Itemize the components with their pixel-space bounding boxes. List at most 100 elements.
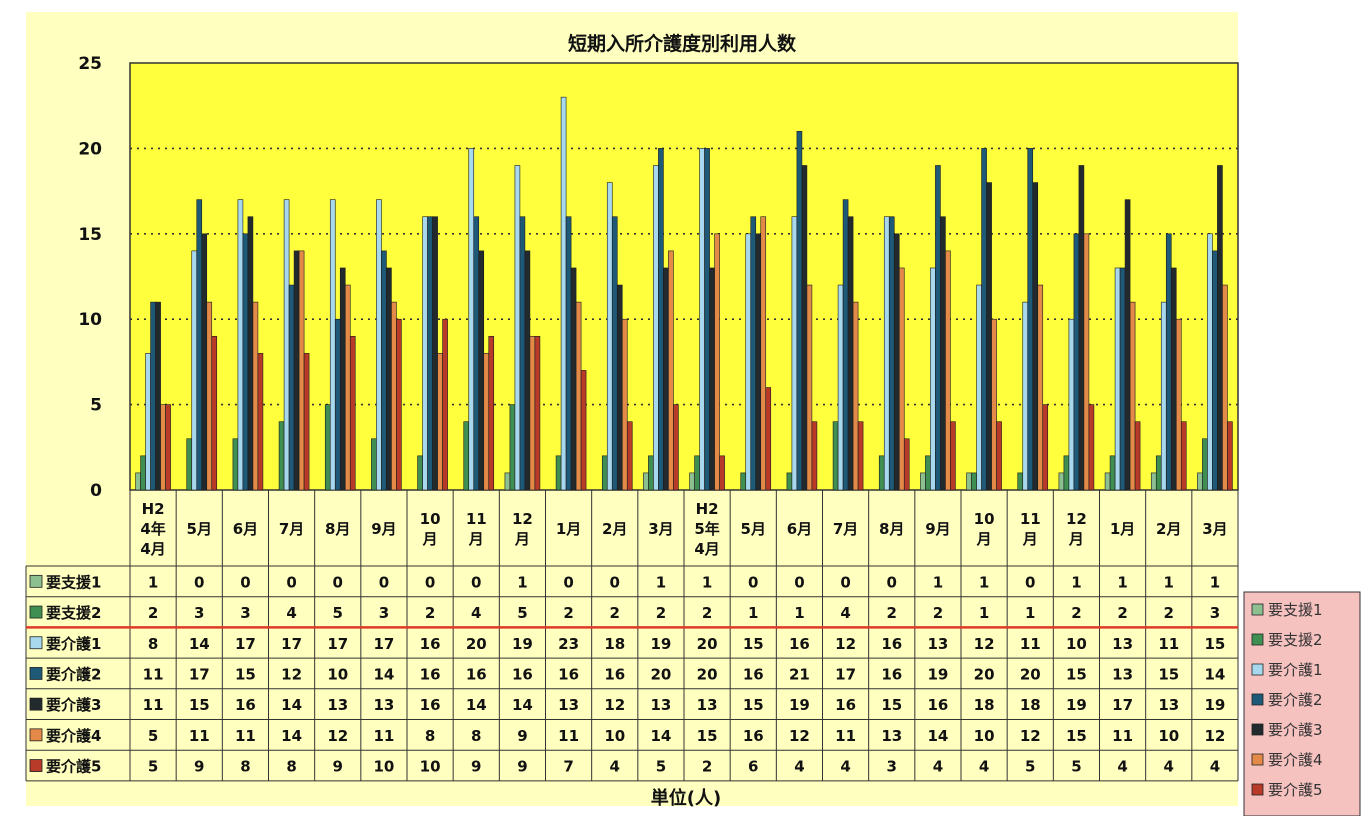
data-label: 5 [148, 758, 158, 776]
bar [601, 455, 608, 491]
y-tick-label: 5 [90, 396, 102, 416]
x-tick-label: 11 [466, 510, 487, 528]
data-label: 16 [881, 635, 902, 653]
bar [1022, 301, 1029, 491]
y-tick-label: 20 [78, 139, 102, 159]
data-label: 13 [327, 696, 348, 714]
data-label: 1 [702, 573, 712, 591]
row-legend-key [29, 697, 43, 711]
data-label: 20 [974, 665, 995, 683]
bar [1202, 438, 1208, 491]
data-label: 9 [194, 758, 204, 776]
bar [976, 284, 982, 491]
data-label: 1 [1117, 573, 1127, 591]
bar [1124, 199, 1131, 491]
data-label: 19 [1204, 696, 1225, 714]
data-label: 4 [471, 604, 481, 622]
bar [211, 335, 218, 491]
bar [611, 216, 618, 491]
data-label: 20 [466, 635, 487, 653]
bar [201, 233, 208, 491]
data-label: 17 [835, 665, 856, 683]
bar [648, 455, 654, 491]
data-label: 5 [1025, 758, 1035, 776]
bar [878, 455, 885, 491]
data-label: 12 [604, 696, 625, 714]
data-label: 16 [420, 696, 441, 714]
data-label: 0 [240, 573, 250, 591]
data-label: 1 [979, 604, 989, 622]
bar [950, 421, 956, 491]
data-label: 17 [327, 635, 348, 653]
data-label: 4 [286, 604, 296, 622]
data-label: 19 [512, 635, 533, 653]
bar [745, 233, 752, 491]
data-label: 14 [1204, 665, 1225, 683]
bar [796, 131, 803, 491]
bar [935, 165, 941, 491]
data-label: 3 [1210, 604, 1220, 622]
data-label: 13 [927, 635, 948, 653]
data-label: 16 [235, 696, 256, 714]
y-tick-label: 10 [78, 310, 102, 330]
data-label: 0 [194, 573, 204, 591]
data-label: 15 [743, 696, 764, 714]
bar [303, 353, 310, 491]
x-tick-label: 2月 [602, 520, 627, 538]
data-label: 0 [748, 573, 758, 591]
data-label: 2 [610, 604, 620, 622]
x-tick-label: 11 [1020, 510, 1041, 528]
data-label: 1 [656, 573, 666, 591]
bar [714, 233, 720, 491]
bar [966, 472, 972, 491]
chart-title: 短期入所介護度別利用人数 [568, 32, 797, 55]
data-label: 6 [748, 758, 758, 776]
x-tick-label: 3月 [648, 520, 673, 538]
data-label: 11 [835, 727, 856, 745]
bar [704, 148, 710, 491]
data-label: 2 [933, 604, 943, 622]
bar [1063, 455, 1070, 491]
x-tick-label: 4月 [694, 540, 719, 558]
bar [468, 148, 475, 491]
x-tick-label: 月 [1022, 530, 1038, 548]
data-label: 1 [148, 573, 158, 591]
data-label: 4 [979, 758, 989, 776]
data-label: 10 [974, 727, 995, 745]
legend-entry: 要介護4 [1268, 751, 1323, 769]
data-label: 0 [471, 573, 481, 591]
data-label: 18 [1020, 696, 1041, 714]
row-legend-key [29, 759, 43, 772]
bar [237, 199, 244, 491]
data-label: 5 [1071, 758, 1081, 776]
bar [160, 404, 166, 491]
data-label: 14 [927, 727, 948, 745]
x-tick-label: 3月 [1202, 520, 1227, 538]
bar [534, 335, 541, 491]
x-tick-label: 12 [1066, 510, 1087, 528]
data-label: 16 [743, 665, 764, 683]
data-label: 12 [327, 727, 348, 745]
data-label: 19 [1066, 696, 1087, 714]
bar [719, 455, 725, 491]
bar [883, 216, 890, 491]
bar [1078, 165, 1085, 491]
data-label: 10 [327, 665, 348, 683]
bar [145, 353, 151, 491]
x-tick-label: 6月 [787, 520, 812, 538]
bar [842, 199, 849, 491]
x-tick-label: 7月 [833, 520, 858, 538]
bar [1180, 421, 1187, 491]
bar [1114, 267, 1121, 491]
row-legend-key [29, 667, 43, 680]
bar [509, 404, 516, 491]
data-label: 4 [1210, 758, 1220, 776]
bar [940, 216, 946, 491]
data-label: 3 [240, 604, 250, 622]
data-label: 11 [1112, 727, 1133, 745]
bar [740, 472, 747, 491]
bar [1083, 233, 1090, 491]
bar [391, 301, 397, 491]
bar [247, 216, 254, 491]
